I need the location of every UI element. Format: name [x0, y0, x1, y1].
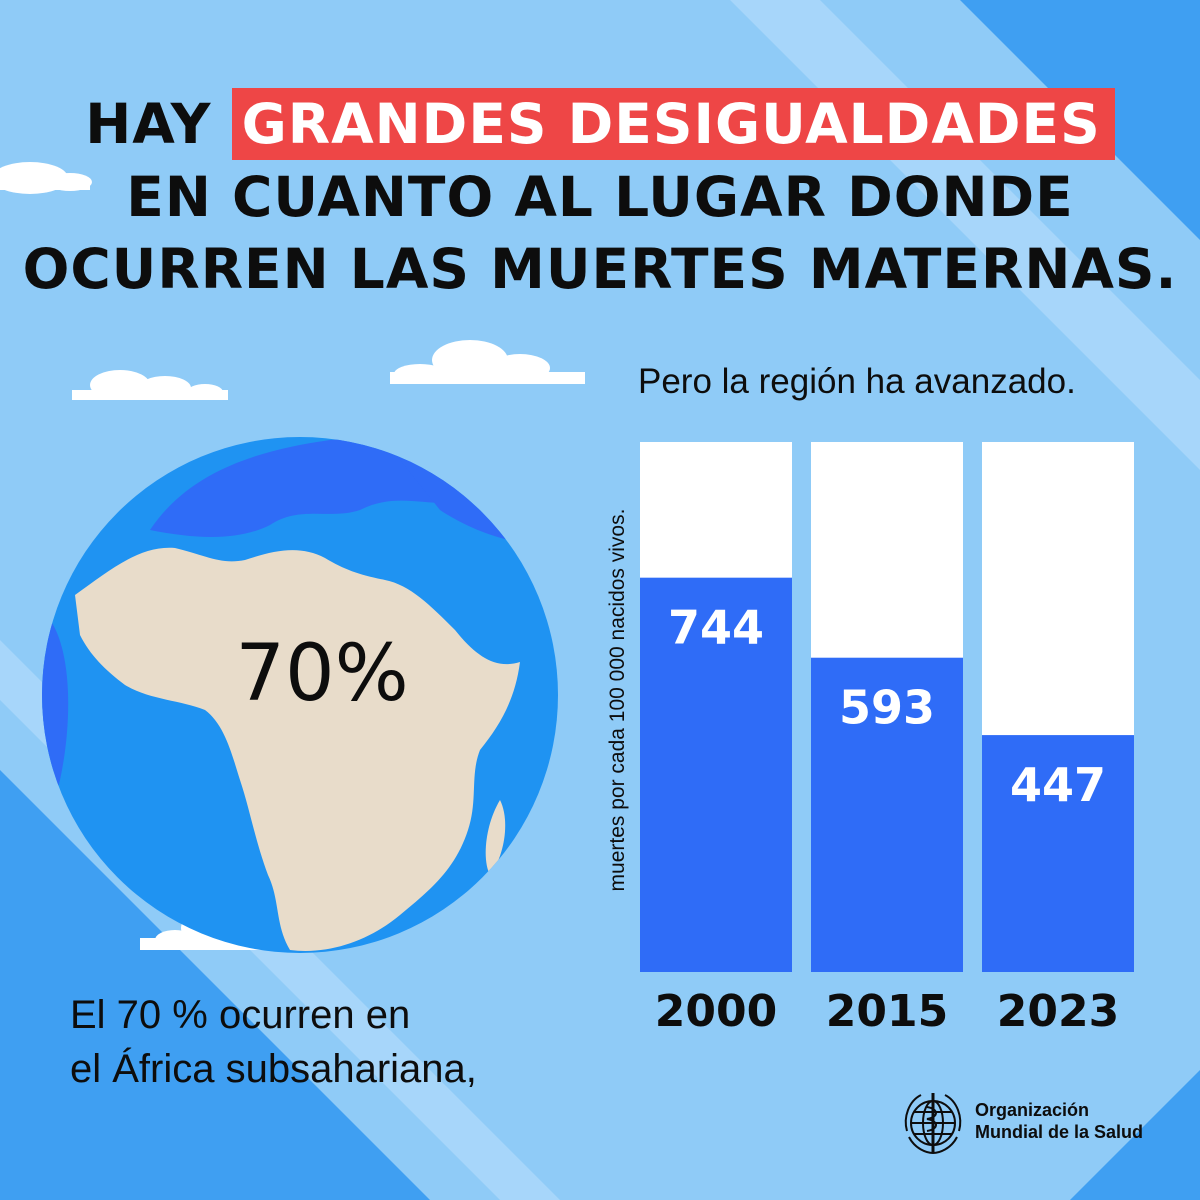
y-axis-label: muertes por cada 100 000 nacidos vivos. [606, 509, 629, 892]
cloud-left-top [0, 162, 92, 194]
bar-value-label-2000: 744 [668, 601, 764, 655]
caption-line-2: el África subsahariana, [70, 1047, 477, 1091]
madagascar-shape [485, 800, 506, 875]
headline-lead: HAY [85, 92, 212, 156]
globe-percent-label: 70% [235, 629, 408, 719]
chart-title: Pero la región ha avanzado. [638, 362, 1076, 401]
headline-highlight: GRANDES DESIGUALDADES [231, 88, 1115, 160]
who-name: Organización Mundial de la Salud [975, 1099, 1143, 1143]
caption: El 70 % ocurren en el África subsaharian… [70, 988, 477, 1096]
cloud-left [72, 370, 228, 400]
bar-2023 [982, 735, 1134, 972]
cloud-center [390, 340, 585, 384]
bar-value-label-2015: 593 [839, 681, 935, 735]
south-america-shape [42, 610, 69, 850]
who-name-line-1: Organización [975, 1100, 1090, 1120]
headline-line-2: EN CUANTO AL LUGAR DONDE [126, 165, 1074, 229]
x-tick-label-2015: 2015 [826, 986, 948, 1037]
bars-group: 744 2000 593 2015 447 2023 [640, 442, 1134, 1037]
headline-line-1: HAY GRANDES DESIGUALDADES [0, 88, 1200, 160]
x-tick-label-2000: 2000 [655, 986, 777, 1037]
africa-shape [75, 547, 520, 951]
headline-line-3: OCURREN LAS MUERTES MATERNAS. [22, 237, 1178, 301]
stripe-bottom-left [0, 770, 430, 1200]
bar-value-label-2023: 447 [1010, 758, 1106, 812]
caption-line-1: El 70 % ocurren en [70, 993, 411, 1037]
stripe-bottom-right [1070, 1070, 1200, 1200]
who-emblem-icon [904, 1093, 962, 1155]
bar-chart: muertes por cada 100 000 nacidos vivos. … [606, 442, 1134, 1037]
bar-2015 [811, 657, 963, 972]
globe-illustration: 70% [42, 437, 558, 953]
who-logo: Organización Mundial de la Salud [897, 1087, 1167, 1157]
bar-2000 [640, 577, 792, 972]
europe-shape [150, 439, 470, 537]
who-name-line-2: Mundial de la Salud [975, 1122, 1144, 1142]
x-tick-label-2023: 2023 [997, 986, 1119, 1037]
